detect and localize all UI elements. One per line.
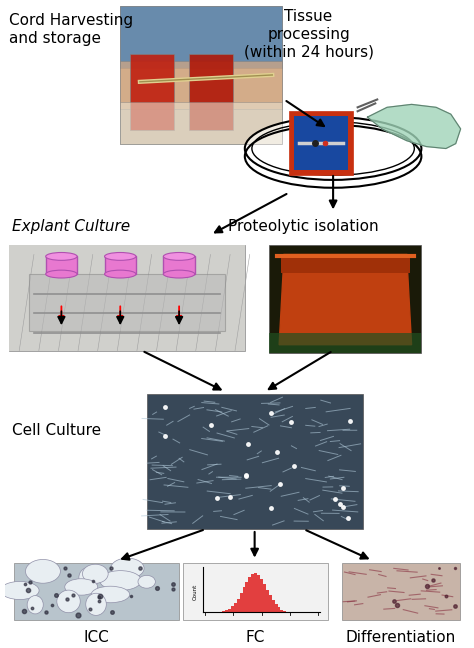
Bar [228, 609, 231, 612]
Bar [225, 610, 228, 612]
Ellipse shape [65, 579, 98, 595]
Bar [147, 394, 363, 529]
Bar [189, 54, 233, 130]
Ellipse shape [100, 571, 141, 590]
Polygon shape [279, 255, 411, 345]
Text: Cord Harvesting
and storage: Cord Harvesting and storage [9, 13, 134, 45]
Bar [46, 257, 77, 274]
Polygon shape [367, 104, 461, 148]
Text: Tissue
processing
(within 24 hours): Tissue processing (within 24 hours) [244, 9, 374, 59]
Ellipse shape [0, 581, 39, 599]
Bar [164, 257, 195, 274]
Bar [29, 274, 225, 331]
Bar [294, 116, 348, 170]
Bar [269, 245, 421, 353]
Bar [120, 61, 282, 110]
Bar [281, 610, 283, 612]
Ellipse shape [57, 590, 80, 613]
Bar [281, 259, 410, 273]
Bar [272, 601, 274, 612]
Bar [130, 54, 174, 130]
Ellipse shape [46, 253, 77, 260]
Text: Count: Count [192, 584, 197, 600]
Bar [342, 563, 460, 620]
Bar [254, 573, 257, 612]
Bar [246, 582, 248, 612]
Ellipse shape [82, 564, 108, 583]
Bar [9, 245, 245, 351]
Bar [269, 596, 272, 612]
Bar [248, 577, 251, 612]
Bar [120, 6, 282, 144]
Bar [263, 584, 266, 612]
Bar [240, 593, 243, 612]
Ellipse shape [111, 558, 144, 579]
Ellipse shape [26, 559, 60, 583]
Text: Cell Culture: Cell Culture [12, 423, 101, 438]
Ellipse shape [91, 586, 130, 603]
Text: Proteolytic isolation: Proteolytic isolation [228, 219, 379, 234]
Bar [251, 574, 254, 612]
Bar [260, 579, 263, 612]
Bar [243, 587, 246, 612]
Bar [234, 603, 237, 612]
Bar [266, 590, 269, 612]
Ellipse shape [105, 253, 136, 260]
Bar [257, 575, 260, 612]
Bar [183, 563, 328, 620]
Bar [9, 245, 245, 351]
Ellipse shape [79, 567, 100, 588]
Bar [105, 257, 136, 274]
Bar [278, 607, 281, 612]
Ellipse shape [27, 596, 43, 614]
Ellipse shape [164, 270, 195, 278]
Bar [120, 102, 282, 144]
Bar [237, 599, 240, 612]
Bar [14, 563, 179, 620]
Ellipse shape [138, 575, 155, 588]
Ellipse shape [245, 117, 421, 180]
Text: ICC: ICC [84, 630, 109, 645]
Ellipse shape [105, 270, 136, 278]
Ellipse shape [86, 594, 106, 616]
Bar [120, 6, 282, 68]
Ellipse shape [46, 270, 77, 278]
Ellipse shape [164, 253, 195, 260]
Text: FC: FC [246, 630, 265, 645]
Text: Explant Culture: Explant Culture [12, 219, 130, 234]
Bar [289, 111, 353, 175]
Bar [269, 333, 421, 353]
Bar [231, 607, 234, 612]
Bar [274, 605, 278, 612]
Text: Differentiation: Differentiation [346, 630, 456, 645]
Bar [283, 611, 286, 612]
